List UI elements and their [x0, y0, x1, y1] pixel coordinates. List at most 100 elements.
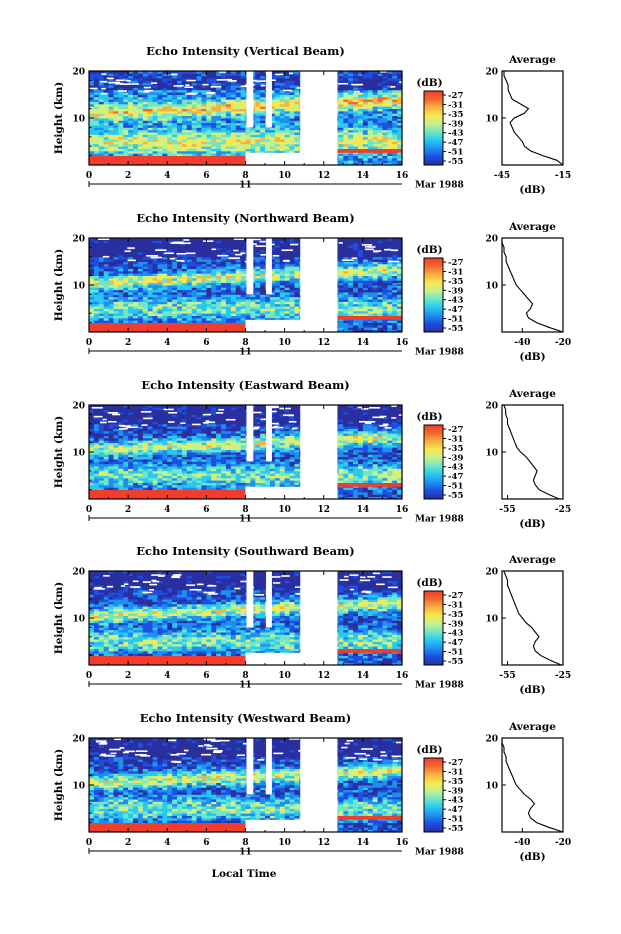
heatmap-cell — [143, 102, 148, 105]
heatmap-cell — [275, 313, 280, 316]
heatmap-cell — [221, 311, 226, 314]
heatmap-cell — [109, 95, 114, 98]
heatmap-cell — [373, 320, 378, 323]
heatmap-cell — [162, 290, 167, 293]
heatmap-cell — [206, 144, 211, 147]
heatmap-cell — [382, 83, 387, 86]
heatmap-cell — [104, 306, 109, 309]
heatmap-cell — [348, 287, 353, 290]
heatmap-cell — [363, 254, 368, 257]
heatmap-cell — [363, 320, 368, 323]
heatmap-cell — [260, 269, 265, 272]
heatmap-cell — [211, 120, 216, 123]
heatmap-cell — [148, 247, 153, 250]
heatmap-cell — [99, 287, 104, 290]
heatmap-cell — [138, 125, 143, 128]
heatmap-cell — [338, 78, 343, 81]
heatmap-cell — [172, 276, 177, 279]
heatmap-cell — [353, 309, 358, 312]
heatmap-cell — [197, 250, 202, 253]
heatmap-cell — [133, 316, 138, 319]
heatmap-cell — [353, 111, 358, 114]
heatmap-cell — [275, 97, 280, 100]
heatmap-cell — [373, 104, 378, 107]
heatmap-cell — [363, 250, 368, 253]
heatmap-cell — [172, 294, 177, 297]
heatmap-cell — [260, 127, 265, 130]
heatmap-cell — [348, 292, 353, 295]
heatmap-cell — [201, 306, 206, 309]
heatmap-cell — [201, 257, 206, 260]
heatmap-cell — [138, 304, 143, 307]
heatmap-cell — [343, 132, 348, 135]
heatmap-cell — [265, 299, 270, 302]
heatmap-cell — [211, 262, 216, 265]
heatmap-cell — [373, 120, 378, 123]
heatmap-cell — [211, 134, 216, 137]
heatmap-cell — [153, 76, 158, 79]
heatmap-cell — [172, 306, 177, 309]
heatmap-cell — [157, 309, 162, 312]
heatmap-cell — [285, 76, 290, 79]
heatmap-cell — [216, 76, 221, 79]
heatmap-cell — [392, 266, 397, 269]
heatmap-cell — [241, 92, 246, 95]
heatmap-cell — [226, 273, 231, 276]
heatmap-cell — [294, 304, 299, 307]
heatmap-cell — [216, 160, 221, 163]
heatmap-cell — [294, 106, 299, 109]
heatmap-cell — [343, 276, 348, 279]
heatmap-cell — [162, 264, 167, 267]
heatmap-cell — [241, 97, 246, 100]
heatmap-cell — [363, 283, 368, 286]
heatmap-cell — [378, 111, 383, 114]
heatmap-cell — [255, 276, 260, 279]
heatmap-cell — [363, 78, 368, 81]
heatmap-cell — [118, 266, 123, 269]
heatmap-cell — [378, 144, 383, 147]
heatmap-cell — [206, 116, 211, 119]
heatmap-cell — [348, 113, 353, 116]
heatmap-cell — [378, 99, 383, 102]
heatmap-cell — [221, 132, 226, 135]
heatmap-cell — [187, 95, 192, 98]
heatmap-cell — [338, 134, 343, 137]
heatmap-cell — [241, 304, 246, 307]
heatmap-cell — [133, 327, 138, 330]
heatmap-cell — [201, 247, 206, 250]
heatmap-cell — [255, 134, 260, 137]
missing-data-speck — [354, 91, 360, 93]
heatmap-cell — [182, 123, 187, 126]
heatmap-cell — [201, 130, 206, 133]
heatmap-cell — [280, 78, 285, 81]
heatmap-cell — [123, 158, 128, 161]
heatmap-cell — [94, 290, 99, 293]
heatmap-cell — [123, 92, 128, 95]
heatmap-cell — [221, 125, 226, 128]
heatmap-cell — [99, 142, 104, 145]
heatmap-cell — [387, 127, 392, 130]
heatmap-cell — [99, 299, 104, 302]
missing-data-speck — [90, 88, 98, 90]
heatmap-cell — [99, 269, 104, 272]
heatmap-cell — [138, 327, 143, 330]
heatmap-cell — [338, 87, 343, 90]
heatmap-cell — [382, 132, 387, 135]
heatmap-cell — [368, 104, 373, 107]
heatmap-cell — [153, 73, 158, 76]
heatmap-cell — [211, 301, 216, 304]
heatmap-cell — [201, 78, 206, 81]
heatmap-cell — [177, 280, 182, 283]
heatmap-cell — [94, 276, 99, 279]
heatmap-cell — [99, 106, 104, 109]
heatmap-cell — [348, 262, 353, 265]
heatmap-cell — [343, 90, 348, 93]
heatmap-cell — [348, 127, 353, 130]
heatmap-cell — [157, 269, 162, 272]
heatmap-cell — [378, 127, 383, 130]
heatmap-cell — [153, 323, 158, 326]
heatmap-cell — [353, 125, 358, 128]
heatmap-cell — [162, 320, 167, 323]
heatmap-cell — [221, 116, 226, 119]
heatmap-cell — [177, 132, 182, 135]
